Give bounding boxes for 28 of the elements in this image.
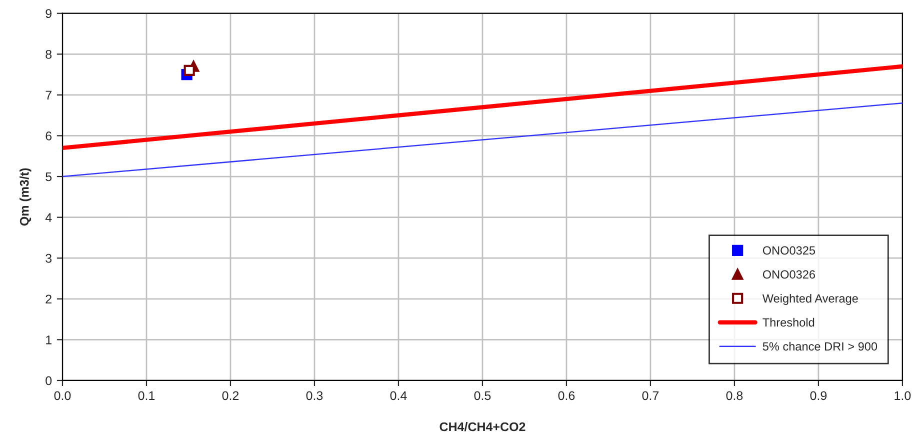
x-tick-label: 0.0 (54, 391, 71, 400)
y-tick-label: 0 (46, 376, 52, 386)
y-tick-label: 4 (45, 213, 52, 222)
y-tick-label: 1 (46, 336, 52, 344)
x-axis-title: CH4/CH4+CO2 (440, 422, 526, 432)
x-tick-label: 0.1 (138, 391, 155, 400)
x-tick-label: 0.3 (306, 391, 323, 400)
legend-label: Threshold (762, 318, 814, 327)
y-tick-label: 5 (46, 172, 52, 182)
legend-label: ONO0326 (762, 270, 815, 279)
x-tick-label: 0.9 (810, 391, 827, 400)
x-tick-label: 0.4 (390, 391, 407, 400)
y-tick-label: 7 (46, 90, 52, 100)
legend-label: 5% chance DRI > 900 (762, 342, 878, 351)
x-tick-label: 0.8 (726, 391, 743, 400)
x-tick-label: 0.7 (642, 391, 659, 400)
y-tick-label: 6 (46, 132, 52, 140)
legend-label: Weighted Average (762, 294, 858, 305)
x-tick-label: 0.6 (558, 391, 575, 400)
x-tick-label: 1.0 (894, 391, 911, 400)
y-tick-label: 9 (46, 9, 52, 18)
y-tick-label: 3 (46, 254, 52, 263)
x-tick-label: 0.5 (474, 391, 491, 400)
y-tick-label: 2 (46, 294, 52, 304)
x-tick-label: 0.2 (222, 391, 239, 400)
y-tick-label: 8 (46, 50, 52, 59)
y-axis-title: Qm (m3/t) (20, 168, 32, 226)
legend-label: ONO0325 (762, 246, 816, 255)
